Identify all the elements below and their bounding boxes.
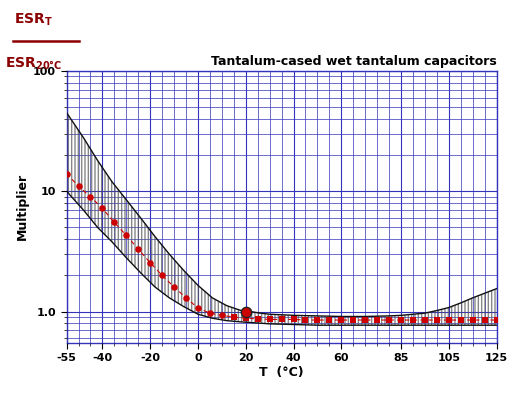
- Point: [337, 317, 346, 323]
- Point: [433, 317, 441, 323]
- Text: Tantalum-cased wet tantalum capacitors: Tantalum-cased wet tantalum capacitors: [211, 56, 497, 69]
- Point: [74, 183, 82, 190]
- Point: [493, 317, 501, 323]
- Text: $\mathbf{ESR_T}$: $\mathbf{ESR_T}$: [14, 11, 53, 28]
- Point: [218, 312, 226, 318]
- Point: [110, 219, 118, 226]
- Point: [421, 317, 429, 323]
- Y-axis label: Multiplier: Multiplier: [16, 173, 29, 240]
- Point: [445, 317, 453, 323]
- Point: [146, 260, 154, 266]
- Point: [194, 305, 202, 311]
- Point: [468, 317, 477, 323]
- Point: [87, 193, 95, 200]
- Point: [349, 317, 357, 323]
- Point: [242, 309, 250, 315]
- Point: [313, 317, 322, 323]
- Point: [457, 317, 465, 323]
- Point: [230, 314, 238, 320]
- Point: [278, 316, 286, 323]
- Point: [373, 317, 381, 323]
- Point: [325, 317, 333, 323]
- Point: [206, 310, 214, 316]
- Text: $\mathbf{ESR_{20°C}}$: $\mathbf{ESR_{20°C}}$: [5, 55, 62, 72]
- Point: [289, 316, 297, 323]
- Point: [361, 317, 369, 323]
- Point: [302, 317, 310, 323]
- Point: [158, 272, 166, 279]
- Point: [242, 315, 250, 322]
- Point: [122, 232, 131, 238]
- X-axis label: T  (°C): T (°C): [259, 366, 304, 379]
- Point: [385, 317, 393, 323]
- Point: [266, 316, 274, 323]
- Point: [170, 284, 178, 290]
- Point: [409, 317, 417, 323]
- Point: [98, 205, 106, 212]
- Point: [397, 317, 405, 323]
- Point: [182, 295, 190, 301]
- Point: [253, 316, 262, 322]
- Point: [134, 246, 142, 252]
- Point: [481, 317, 489, 323]
- Point: [62, 171, 71, 177]
